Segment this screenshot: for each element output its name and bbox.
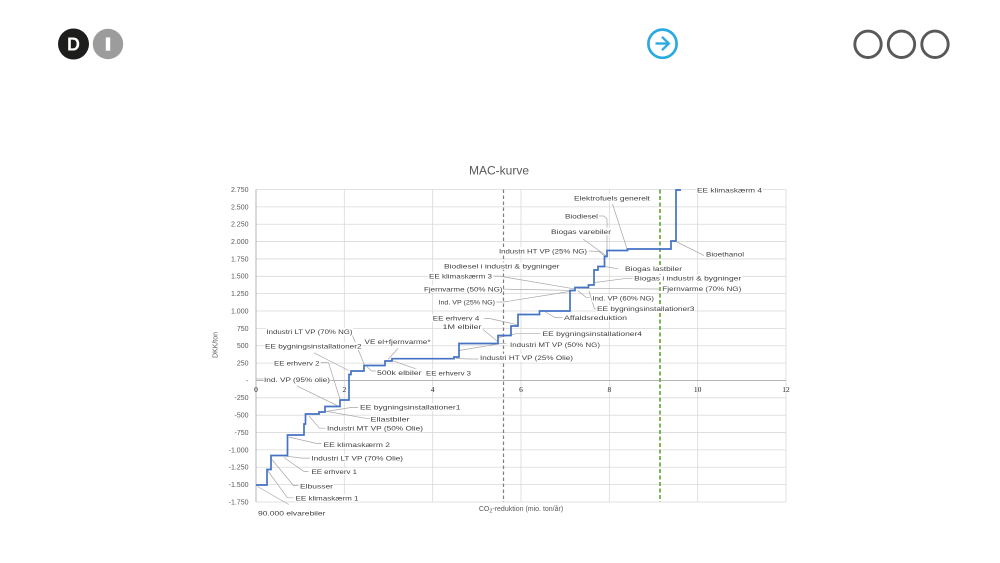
svg-text:Biodiesel: Biodiesel (565, 213, 599, 220)
svg-text:2.000: 2.000 (231, 239, 249, 246)
svg-text:EE klimaskærm 4: EE klimaskærm 4 (697, 187, 762, 194)
svg-text:1.000: 1.000 (231, 308, 249, 315)
svg-text:750: 750 (237, 326, 249, 333)
svg-text:8: 8 (607, 385, 611, 394)
svg-text:EE klimaskærm 2: EE klimaskærm 2 (324, 442, 391, 449)
svg-text:12: 12 (782, 385, 790, 394)
svg-text:-1.500: -1.500 (229, 482, 249, 489)
svg-text:Industri MT VP (50% NG): Industri MT VP (50% NG) (510, 342, 600, 349)
svg-text:Ellastbiler: Ellastbiler (371, 416, 411, 423)
svg-text:2.750: 2.750 (231, 187, 249, 194)
svg-text:1.750: 1.750 (231, 256, 249, 263)
svg-text:Affaldsreduktion: Affaldsreduktion (564, 315, 627, 322)
svg-text:Bioethanol: Bioethanol (706, 251, 745, 258)
svg-text:EE erhverv 1: EE erhverv 1 (312, 469, 358, 476)
svg-text:90.000 elvarebiler: 90.000 elvarebiler (258, 510, 326, 517)
svg-text:6: 6 (519, 385, 523, 394)
svg-text:Biogas lastbiler: Biogas lastbiler (625, 266, 683, 273)
svg-text:500: 500 (237, 343, 249, 350)
svg-text:EE bygningsinstallationer1: EE bygningsinstallationer1 (360, 404, 461, 411)
svg-text:10: 10 (694, 385, 702, 394)
svg-text:Ind. VP (25% NG): Ind. VP (25% NG) (439, 299, 496, 306)
svg-text:EE bygningsinstallationer2: EE bygningsinstallationer2 (265, 343, 362, 350)
svg-text:EE bygningsinstallationer4: EE bygningsinstallationer4 (543, 331, 643, 338)
svg-text:EE erhverv 2: EE erhverv 2 (274, 360, 320, 367)
svg-text:Elbusser: Elbusser (300, 483, 334, 490)
svg-text:2.500: 2.500 (231, 204, 249, 211)
svg-text:MAC-kurve: MAC-kurve (469, 164, 529, 178)
svg-text:Ind. VP (60% NG): Ind. VP (60% NG) (593, 296, 655, 303)
svg-text:VE el+fjernvarme*: VE el+fjernvarme* (365, 339, 431, 346)
svg-text:0: 0 (254, 385, 258, 394)
svg-text:Biogas varebiler: Biogas varebiler (551, 229, 612, 236)
svg-text:Industri HT VP (25% NG): Industri HT VP (25% NG) (499, 248, 587, 255)
svg-text:Fjernvarme (50% NG): Fjernvarme (50% NG) (424, 287, 503, 294)
svg-text:Industri LT VP (70% Olie): Industri LT VP (70% Olie) (312, 455, 404, 462)
svg-text:-250: -250 (234, 395, 248, 402)
svg-text:-: - (246, 378, 249, 385)
svg-text:EE erhverv 3: EE erhverv 3 (426, 370, 471, 377)
svg-text:Biodiesel i industri & bygning: Biodiesel i industri & bygninger (444, 263, 560, 270)
svg-text:1M elbiler: 1M elbiler (443, 324, 483, 331)
svg-text:Fjernvarme (70% NG): Fjernvarme (70% NG) (662, 286, 741, 293)
svg-text:EE bygningsinstallationer3: EE bygningsinstallationer3 (597, 306, 695, 313)
svg-text:Biogas i industri & bygninger: Biogas i industri & bygninger (634, 276, 742, 283)
svg-text:-1.750: -1.750 (229, 499, 249, 506)
svg-text:DKK/ton: DKK/ton (213, 332, 220, 358)
svg-text:-1.000: -1.000 (229, 447, 249, 454)
svg-text:Industri MT VP (50% Olie): Industri MT VP (50% Olie) (327, 426, 423, 433)
svg-text:EE erhverv 4: EE erhverv 4 (433, 316, 480, 323)
svg-text:Industri HT VP (25% Olie): Industri HT VP (25% Olie) (480, 355, 573, 362)
svg-text:500k elbiler: 500k elbiler (377, 370, 422, 377)
svg-text:Elektrofuels generelt: Elektrofuels generelt (574, 195, 650, 202)
svg-text:2: 2 (342, 385, 346, 394)
svg-text:D: D (67, 35, 80, 55)
svg-text:250: 250 (237, 361, 249, 368)
svg-text:-750: -750 (234, 430, 248, 437)
svg-text:1.500: 1.500 (231, 274, 249, 281)
svg-text:1.250: 1.250 (231, 291, 249, 298)
svg-text:Ind. VP (95% olie): Ind. VP (95% olie) (264, 377, 330, 384)
svg-text:EE klimaskærm 1: EE klimaskærm 1 (296, 495, 359, 502)
svg-text:-500: -500 (234, 413, 248, 420)
svg-text:EE klimaskærm 3: EE klimaskærm 3 (429, 273, 492, 280)
svg-text:Industri LT VP (70% NG): Industri LT VP (70% NG) (267, 329, 353, 336)
svg-text:4: 4 (431, 385, 435, 394)
svg-text:CO2-reduktion (mio. ton/år): CO2-reduktion (mio. ton/år) (479, 505, 563, 515)
svg-text:-1.250: -1.250 (229, 465, 249, 472)
svg-text:2.250: 2.250 (231, 222, 249, 229)
